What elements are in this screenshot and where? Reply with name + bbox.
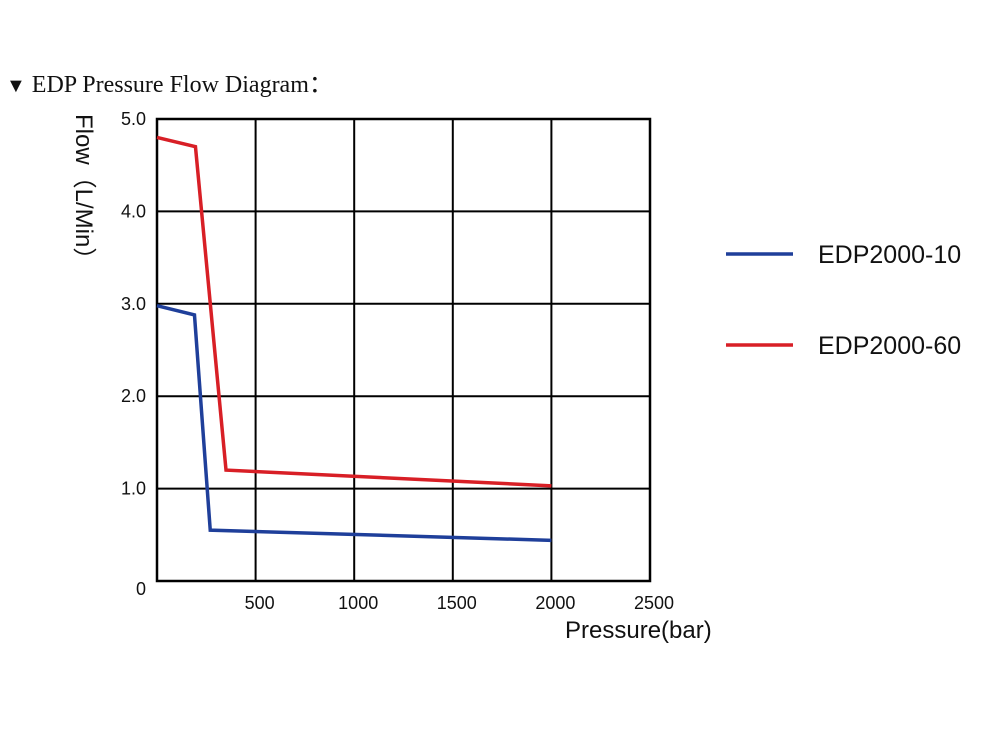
x-tick-label: 500 [245,593,275,613]
y-tick-label: 4.0 [121,201,146,221]
x-tick-label: 1500 [437,593,477,613]
y-tick-label: 0 [136,579,146,599]
legend: EDP2000-10 EDP2000-60 [726,241,961,360]
y-tick-label: 3.0 [121,294,146,314]
x-tick-labels: 500 1000 1500 2000 2500 [245,593,674,613]
y-tick-label: 1.0 [121,479,146,499]
y-tick-label: 5.0 [121,109,146,129]
y-axis-title: Flow（L/Min） [70,114,97,271]
series-line-edp2000-10 [156,303,552,543]
x-axis-title: Pressure(bar) [565,617,712,644]
page-title: ▼ EDP Pressure Flow Diagram： [6,64,333,99]
plot-border [155,117,652,583]
y-tick-labels: 0 1.0 2.0 3.0 4.0 5.0 [121,109,146,599]
page-title-text: EDP Pressure Flow Diagram： [31,72,333,98]
series-line-edp2000-60 [156,135,552,488]
legend-label: EDP2000-10 [818,241,961,269]
series-lines [156,135,552,543]
plot-frame [155,117,652,583]
y-tick-label: 2.0 [121,386,146,406]
legend-label: EDP2000-60 [818,332,961,360]
x-tick-label: 2000 [535,593,575,613]
grid [157,119,650,581]
x-tick-label: 2500 [634,593,674,613]
triangle-down-icon: ▼ [6,75,26,97]
x-tick-label: 1000 [338,593,378,613]
